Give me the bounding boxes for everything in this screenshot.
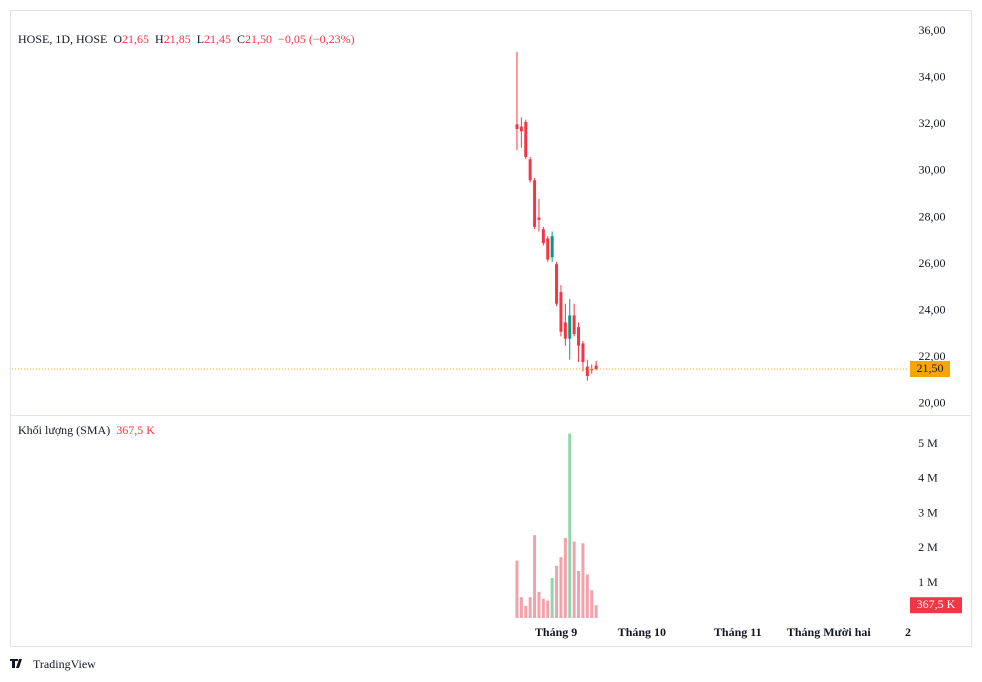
volume-bar bbox=[568, 433, 572, 618]
volume-tick-label: 5 M bbox=[918, 436, 938, 450]
y-tick-label: 28,00 bbox=[919, 209, 946, 223]
volume-bar bbox=[555, 565, 559, 618]
candle-body bbox=[524, 121, 528, 157]
x-tick-label: Tháng 10 bbox=[618, 625, 666, 639]
volume-bar bbox=[559, 557, 563, 618]
y-tick-label: 30,00 bbox=[919, 163, 946, 177]
legend-key: L bbox=[196, 32, 205, 46]
candle-body bbox=[546, 238, 550, 260]
legend-value: 21,50 bbox=[245, 32, 273, 46]
last-price-badge bbox=[910, 361, 950, 378]
volume-bar bbox=[581, 543, 585, 618]
volume-title: Khối lượng (SMA) bbox=[18, 423, 111, 437]
y-tick-label: 20,00 bbox=[919, 396, 946, 410]
volume-bar bbox=[533, 535, 537, 618]
legend-key: O bbox=[113, 32, 123, 46]
legend: HOSE, 1D, HOSE O21,65 H21,85 L21,45 C21,… bbox=[18, 17, 355, 47]
legend-key: C bbox=[237, 32, 246, 46]
volume-bar bbox=[546, 600, 550, 618]
y-tick-label: 32,00 bbox=[919, 116, 946, 130]
candle-body bbox=[515, 124, 519, 129]
candle-body bbox=[555, 264, 559, 304]
volume-bar bbox=[541, 598, 545, 618]
candle-body bbox=[550, 236, 554, 258]
volume-bar bbox=[524, 605, 528, 618]
volume-legend: Khối lượng (SMA) 367,5 K bbox=[18, 423, 155, 438]
candle-body bbox=[568, 315, 572, 339]
x-tick-label: Tháng Mười hai bbox=[787, 625, 872, 639]
volume-last-badge bbox=[910, 597, 962, 614]
volume-bar bbox=[537, 591, 541, 618]
x-tick-label: 2 bbox=[905, 625, 911, 639]
last-price-label: 21,50 bbox=[917, 361, 944, 375]
legend-value: 21,85 bbox=[163, 32, 191, 46]
legend-change: −0,05 (−0,23%) bbox=[278, 32, 355, 46]
volume-tick-label: 2 M bbox=[918, 540, 938, 554]
brand: TradingView bbox=[33, 657, 96, 671]
legend-value: 21,45 bbox=[204, 32, 232, 46]
volume-bar bbox=[590, 590, 594, 618]
candle-body bbox=[541, 229, 545, 244]
volume-last-label: 367,5 K bbox=[917, 597, 956, 611]
volume-bar bbox=[577, 571, 581, 618]
legend-value: 21,65 bbox=[122, 32, 150, 46]
candle-body bbox=[533, 180, 537, 227]
y-tick-label: 24,00 bbox=[919, 303, 946, 317]
y-tick-label: 26,00 bbox=[919, 256, 946, 270]
x-tick-label: Tháng 9 bbox=[535, 625, 577, 639]
y-tick-label: 36,00 bbox=[919, 23, 946, 37]
candle-body bbox=[537, 217, 541, 220]
symbol: HOSE, 1D, HOSE bbox=[18, 32, 108, 46]
volume-tick-label: 4 M bbox=[918, 471, 938, 485]
volume-bar bbox=[515, 560, 519, 618]
candle-body bbox=[559, 292, 563, 332]
volume-value: 367,5 K bbox=[116, 423, 155, 437]
legend-key: H bbox=[155, 32, 164, 46]
candle-body bbox=[594, 365, 598, 370]
volume-bar bbox=[572, 541, 576, 618]
candle-body bbox=[572, 315, 576, 335]
volume-bar bbox=[519, 597, 523, 618]
logo bbox=[10, 659, 22, 668]
candle-body bbox=[519, 126, 523, 132]
frame bbox=[10, 10, 972, 647]
candle-body bbox=[581, 343, 585, 363]
volume-tick-label: 3 M bbox=[918, 505, 938, 519]
candle-body bbox=[563, 322, 567, 339]
candle-body bbox=[590, 369, 594, 371]
y-tick-label: 22,00 bbox=[919, 349, 946, 363]
candle-body bbox=[577, 327, 581, 346]
volume-bar bbox=[550, 577, 554, 618]
volume-bar bbox=[528, 597, 532, 618]
x-tick-label: Tháng 11 bbox=[714, 625, 762, 639]
volume-tick-label: 1 M bbox=[918, 575, 938, 589]
candle-body bbox=[585, 366, 589, 377]
candle-body bbox=[528, 159, 532, 181]
volume-bar bbox=[585, 574, 589, 618]
volume-bar bbox=[594, 605, 598, 618]
volume-bar bbox=[563, 537, 567, 618]
y-tick-label: 34,00 bbox=[919, 69, 946, 83]
